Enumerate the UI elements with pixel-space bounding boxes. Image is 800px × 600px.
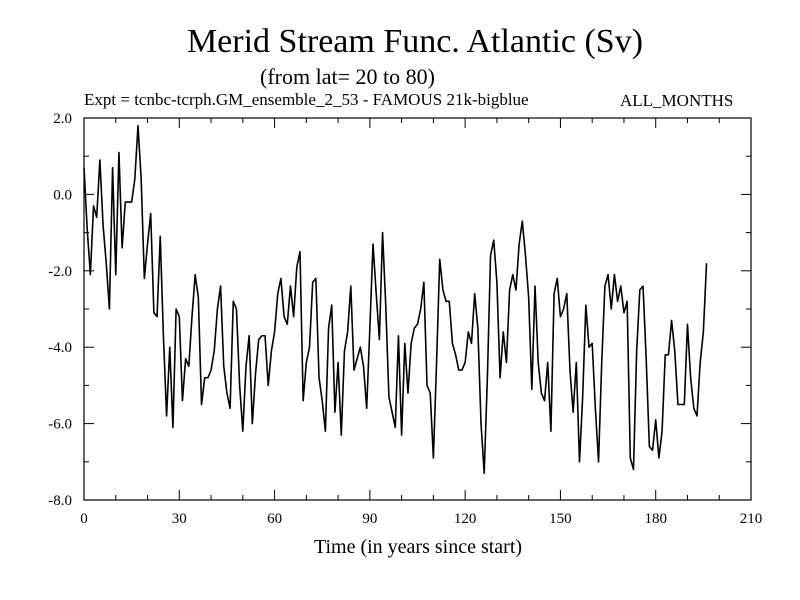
y-tick-label: -2.0: [48, 264, 72, 280]
y-tick-label: 0.0: [53, 187, 72, 203]
series-line: [83, 124, 708, 475]
series-layer: [83, 124, 708, 475]
x-tick-label: 30: [172, 511, 187, 527]
x-tick-label: 210: [740, 511, 763, 527]
y-tick-label: 2.0: [53, 111, 72, 127]
y-tick-label: -4.0: [48, 340, 72, 356]
y-tick-label: -8.0: [48, 493, 72, 509]
chart-subtitle: (from lat= 20 to 80): [260, 64, 435, 89]
x-tick-label: 120: [454, 511, 477, 527]
x-axis-label: Time (in years since start): [314, 536, 522, 558]
plot-frame: [83, 117, 752, 501]
x-tick-label: 90: [362, 511, 377, 527]
chart-title: Merid Stream Func. Atlantic (Sv): [186, 23, 644, 60]
axis-tick-labels: 0 30 60 90 120 150 180 210 -8.0 -6.0 -4.0 -2.0 0.0 2.…: [48, 111, 762, 527]
x-tick-label: 60: [267, 511, 282, 527]
x-tick-label: 0: [80, 511, 88, 527]
y-tick-label: -6.0: [48, 417, 72, 433]
period-label: ALL_MONTHS: [620, 91, 734, 110]
axis-ticks: [83, 117, 752, 501]
experiment-label: Expt = tcnbc-tcrph.GM_ensemble_2_53 - FA…: [84, 90, 529, 109]
x-tick-label: 150: [549, 511, 572, 527]
x-tick-label: 180: [644, 511, 667, 527]
